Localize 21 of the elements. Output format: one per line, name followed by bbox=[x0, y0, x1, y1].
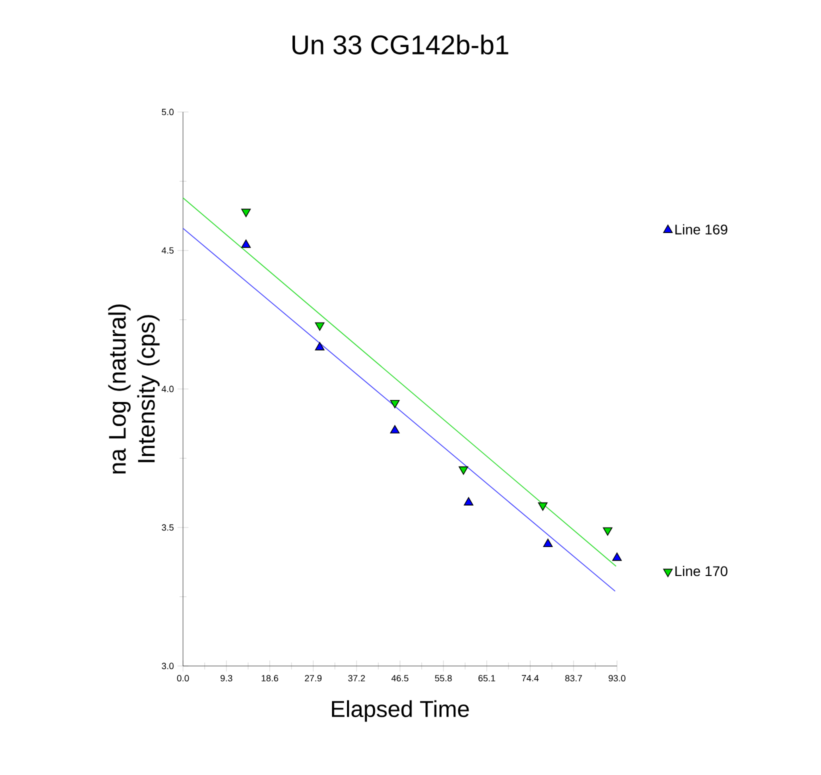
y-axis-title: na Log (natural) Intensity (cps) bbox=[108, 304, 160, 474]
legend-label: Line 169 bbox=[675, 224, 728, 235]
chart-title: Un 33 CG142b-b1 bbox=[292, 34, 508, 54]
x-tick-label: 0.0 bbox=[177, 675, 189, 682]
y-tick-label: 3.5 bbox=[162, 524, 174, 531]
y-tick-label: 5.0 bbox=[162, 108, 174, 116]
x-tick-label: 46.5 bbox=[391, 675, 408, 682]
y-tick-label: 4.5 bbox=[162, 247, 174, 254]
x-tick-label: 83.7 bbox=[565, 675, 582, 682]
x-axis-title: Elapsed Time bbox=[332, 700, 469, 722]
x-tick-label: 9.3 bbox=[220, 675, 232, 682]
y-tick-label: 3.0 bbox=[162, 662, 174, 670]
x-tick-label: 27.9 bbox=[304, 675, 322, 682]
x-tick-label: 37.2 bbox=[348, 675, 365, 682]
x-tick-label: 65.1 bbox=[478, 675, 496, 682]
x-tick-label: 18.6 bbox=[262, 675, 278, 682]
x-tick-label: 93.0 bbox=[608, 675, 626, 682]
x-tick-label: 74.4 bbox=[522, 675, 539, 682]
x-tick-label: 55.8 bbox=[435, 675, 452, 682]
y-tick-label: 4.0 bbox=[162, 386, 174, 392]
legend-label: Line 170 bbox=[675, 566, 728, 576]
